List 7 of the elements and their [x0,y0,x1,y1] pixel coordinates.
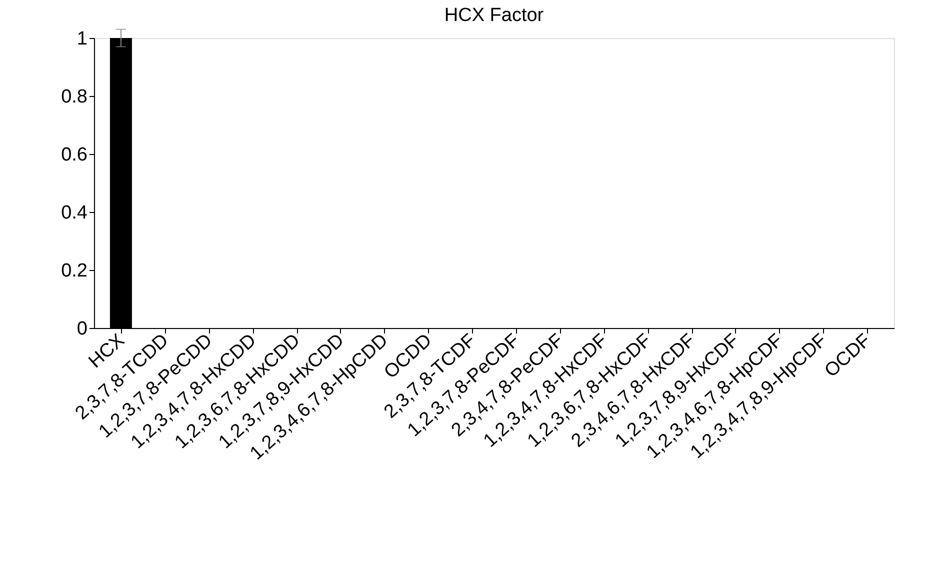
y-tick-label: 0.8 [61,86,88,108]
chart-title: HCX Factor [444,4,544,26]
y-tick-label: 0.6 [61,144,88,166]
y-tick-label: 0.2 [61,260,88,282]
y-tick-label: 0.4 [61,202,88,224]
y-tick-label: 1 [76,28,88,50]
y-tick-label: 0 [76,318,88,340]
